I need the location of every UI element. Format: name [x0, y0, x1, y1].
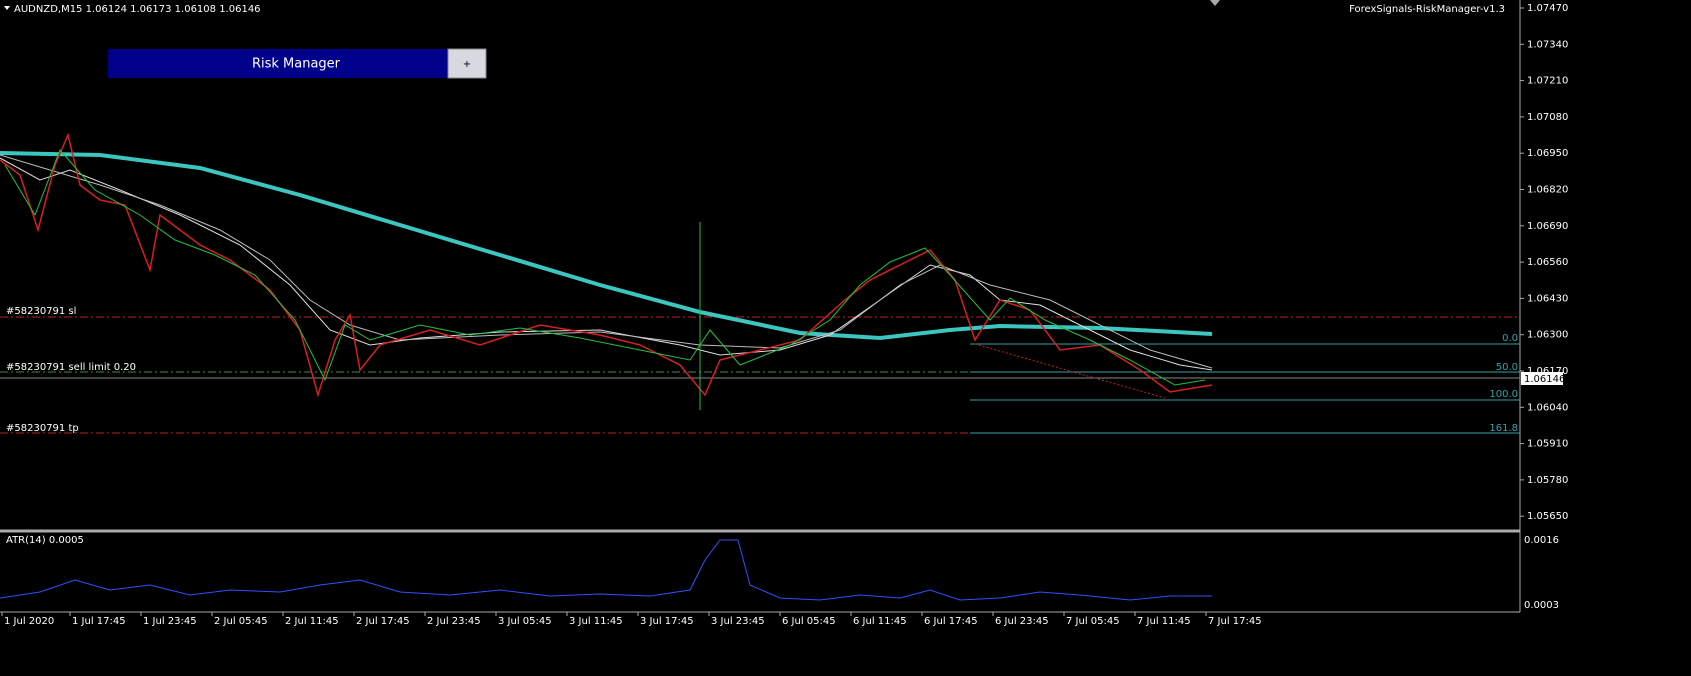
price-label: 1.05650 — [1527, 511, 1568, 522]
fibonacci-levels — [970, 343, 1520, 434]
time-label: 2 Jul 05:45 — [214, 616, 268, 627]
atr-axis-label: 0.0003 — [1524, 600, 1559, 611]
ma-slow — [0, 154, 1213, 369]
price-label: 1.06950 — [1527, 148, 1568, 159]
symbol-info: AUDNZD,M15 1.06124 1.06173 1.06108 1.061… — [14, 4, 261, 15]
order-label: #58230791 sl — [6, 306, 76, 317]
fib-label: 50.0 — [1496, 362, 1518, 373]
time-label: 3 Jul 23:45 — [711, 616, 765, 627]
time-label: 3 Jul 05:45 — [498, 616, 552, 627]
price-label: 1.05780 — [1527, 475, 1568, 486]
menu-arrow — [4, 6, 10, 10]
fib-label: 0.0 — [1502, 333, 1518, 344]
panel-title: Risk Manager — [252, 57, 341, 72]
price-label: 1.07080 — [1527, 112, 1568, 123]
shift-marker — [1210, 0, 1220, 6]
price-label: 1.06300 — [1527, 330, 1568, 341]
time-label: 2 Jul 11:45 — [285, 616, 339, 627]
price-label: 1.06430 — [1527, 293, 1568, 304]
price-label: 1.06560 — [1527, 257, 1568, 268]
time-label: 1 Jul 17:45 — [72, 616, 126, 627]
time-label: 6 Jul 23:45 — [995, 616, 1049, 627]
fib-label: 100.0 — [1489, 389, 1518, 400]
current-price: 1.06146 — [1524, 374, 1565, 385]
time-label: 3 Jul 17:45 — [640, 616, 694, 627]
ma-long — [0, 151, 1213, 341]
time-label: 2 Jul 23:45 — [427, 616, 481, 627]
time-label: 2 Jul 17:45 — [356, 616, 410, 627]
time-label: 6 Jul 11:45 — [853, 616, 907, 627]
order-label: #58230791 sell limit 0.20 — [6, 362, 136, 373]
time-label: 7 Jul 11:45 — [1137, 616, 1191, 627]
time-label: 6 Jul 17:45 — [924, 616, 978, 627]
time-label: 1 Jul 23:45 — [143, 616, 197, 627]
risk-manager-panel[interactable] — [108, 49, 448, 78]
price-candles-up — [4, 149, 1206, 386]
time-label: 7 Jul 05:45 — [1066, 616, 1120, 627]
price-label: 1.06820 — [1527, 185, 1568, 196]
indicator-name: ForexSignals-RiskManager-v1.3 — [1349, 4, 1505, 15]
time-label: 7 Jul 17:45 — [1208, 616, 1262, 627]
panel-toggle[interactable] — [447, 48, 487, 79]
atr-axis-label: 0.0016 — [1524, 535, 1559, 546]
price-label: 1.06170 — [1527, 366, 1568, 377]
atr-label: ATR(14) 0.0005 — [6, 535, 84, 546]
panel-toggle-label[interactable]: + — [463, 59, 471, 70]
current-price-box — [1521, 372, 1563, 385]
price-label: 1.06690 — [1527, 221, 1568, 232]
fib-trendline — [974, 343, 1166, 399]
order-label: #58230791 tp — [6, 423, 79, 434]
time-label: 3 Jul 11:45 — [569, 616, 623, 627]
fib-label: 161.8 — [1489, 423, 1518, 434]
price-label: 1.05910 — [1527, 439, 1568, 450]
price-label: 1.06040 — [1527, 402, 1568, 413]
time-label: 6 Jul 05:45 — [782, 616, 836, 627]
price-label: 1.07340 — [1527, 39, 1568, 50]
ma-medium — [0, 157, 1213, 371]
price-label: 1.07210 — [1527, 76, 1568, 87]
time-label: 1 Jul 2020 — [4, 616, 54, 627]
atr-line — [0, 539, 1212, 601]
price-label: 1.07470 — [1527, 3, 1568, 14]
